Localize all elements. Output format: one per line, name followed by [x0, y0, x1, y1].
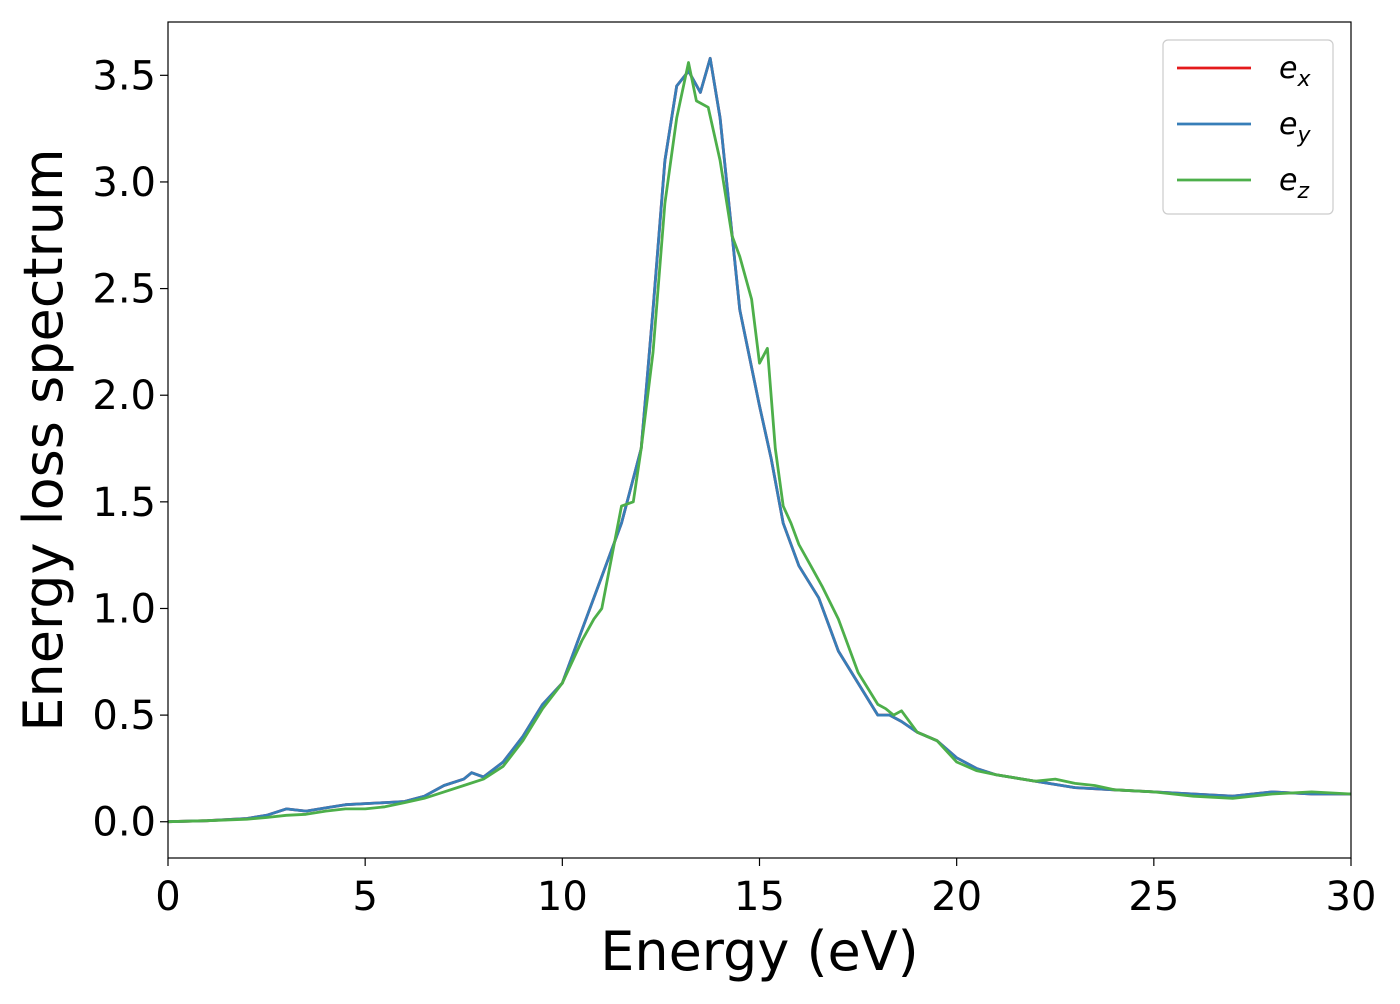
y-axis-label: Energy loss spectrum: [12, 148, 75, 731]
axes-layer: 0 5 10 15 20 25 30 0.0 0.5 1.0 1.5 2.0 2.5 3.0 3.5 Ener…: [12, 21, 1377, 983]
y-tick-label: 2.5: [92, 267, 156, 313]
x-tick-label: 0: [155, 874, 180, 920]
plot-layer: [168, 56, 1351, 824]
legend-box: [1162, 39, 1334, 215]
x-tick-label: 25: [1128, 874, 1179, 920]
y-tick-label: 2.0: [92, 373, 156, 419]
y-tick-label: 1.0: [92, 586, 156, 632]
x-tick-label: 20: [931, 874, 982, 920]
series-line-ez: [168, 61, 1351, 824]
x-axis-label: Energy (eV): [600, 920, 919, 983]
x-tick-label: 15: [734, 874, 785, 920]
y-tick-label: 0.5: [92, 693, 156, 739]
legend-label-ez: ez: [1279, 163, 1309, 204]
x-tick-label: 10: [537, 874, 588, 920]
y-tick-label: 3.5: [92, 53, 156, 99]
y-tick-label: 1.5: [92, 480, 156, 526]
y-tick-label: 3.0: [92, 160, 156, 206]
x-tick-label: 30: [1326, 874, 1377, 920]
x-tick-label: 5: [352, 874, 377, 920]
y-tick-label: 0.0: [92, 800, 156, 846]
